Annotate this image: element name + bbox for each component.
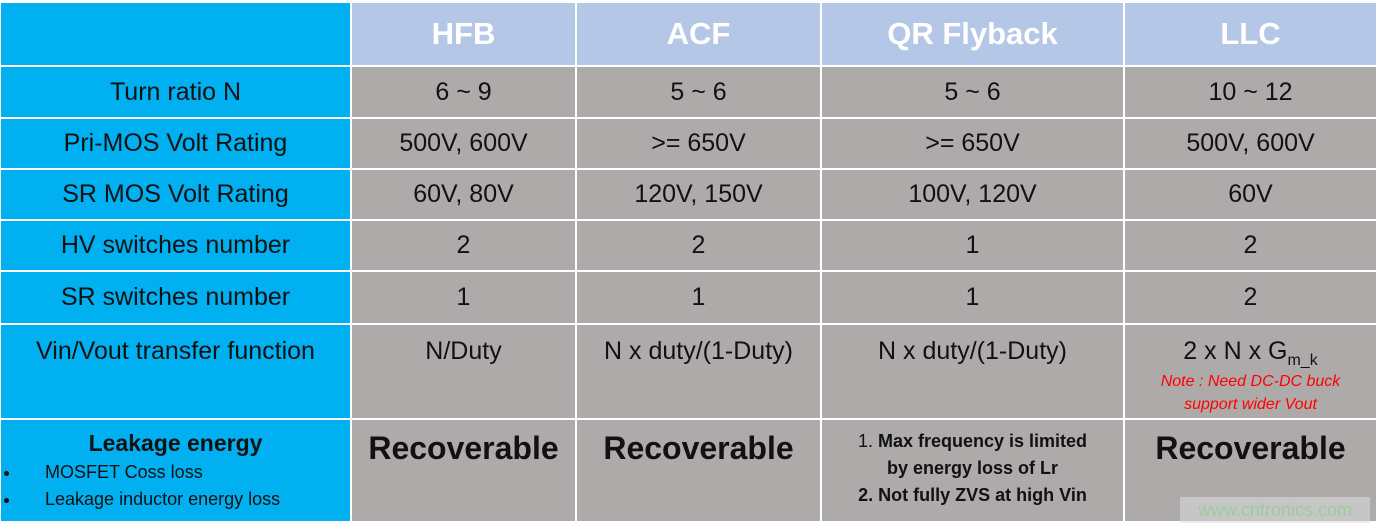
cell: 1 (577, 272, 820, 323)
cell: 120V, 150V (577, 170, 820, 219)
header-corner (1, 3, 350, 65)
qr-item: by energy loss of Lr (887, 455, 1058, 482)
cell: >= 650V (577, 119, 820, 168)
cell: N/Duty (352, 325, 575, 418)
cell: 1 (352, 272, 575, 323)
cell: 2 (577, 221, 820, 270)
cell: 60V, 80V (352, 170, 575, 219)
cell: 60V (1125, 170, 1376, 219)
item-text: Max frequency is limited (877, 431, 1088, 451)
row-label: Turn ratio N (1, 67, 350, 117)
comparison-table: HFB ACF QR Flyback LLC Turn ratio N 6 ~ … (1, 3, 1376, 521)
qr-item: 2. Not fully ZVS at high Vin (858, 482, 1087, 509)
row-label: Vin/Vout transfer function (1, 325, 350, 418)
row-label: Pri-MOS Volt Rating (1, 119, 350, 168)
cell: 2 (352, 221, 575, 270)
llc-note: Note : Need DC-DC buck support wider Vou… (1160, 373, 1341, 413)
cell-qr-leakage: 1. Max frequency is limited by energy lo… (822, 420, 1123, 521)
leakage-label-cell: Leakage energy MOSFET Coss loss Leakage … (1, 420, 350, 521)
row-label: SR MOS Volt Rating (1, 170, 350, 219)
cell: 500V, 600V (1125, 119, 1376, 168)
cell: 500V, 600V (352, 119, 575, 168)
header-acf: ACF (577, 3, 820, 65)
header-llc: LLC (1125, 3, 1376, 65)
formula-text: 2 x N x G (1183, 337, 1288, 365)
item-text: Not fully ZVS at high Vin (878, 485, 1087, 505)
watermark: www.cntronics.com (1180, 497, 1370, 523)
cell: Recoverable (352, 420, 575, 521)
item-text: by energy loss of Lr (886, 458, 1059, 478)
cell: 6 ~ 9 (352, 67, 575, 117)
leakage-title: Leakage energy (88, 430, 263, 456)
row-label: HV switches number (1, 221, 350, 270)
cell: 5 ~ 6 (577, 67, 820, 117)
item-number: 2. (858, 485, 874, 505)
bullet-item: Leakage inductor energy loss (21, 486, 350, 513)
cell: 2 (1125, 221, 1376, 270)
cell: N x duty/(1-Duty) (577, 325, 820, 418)
cell: 100V, 120V (822, 170, 1123, 219)
cell: 1 (822, 221, 1123, 270)
leakage-bullets: MOSFET Coss loss Leakage inductor energy… (1, 459, 350, 513)
cell: >= 650V (822, 119, 1123, 168)
header-hfb: HFB (352, 3, 575, 65)
cell-llc-transfer: 2 x N x Gm_k Note : Need DC-DC buck supp… (1125, 325, 1376, 418)
qr-item: 1. Max frequency is limited (858, 428, 1087, 455)
cell: 2 (1125, 272, 1376, 323)
cell: 5 ~ 6 (822, 67, 1123, 117)
cell: 1 (822, 272, 1123, 323)
llc-formula: 2 x N x Gm_k (1183, 337, 1317, 370)
cell: 10 ~ 12 (1125, 67, 1376, 117)
formula-subscript: m_k (1287, 352, 1318, 369)
header-qr-flyback: QR Flyback (822, 3, 1123, 65)
cell: N x duty/(1-Duty) (822, 325, 1123, 418)
item-number: 1. (857, 431, 873, 451)
row-label: SR switches number (1, 272, 350, 323)
cell: Recoverable (577, 420, 820, 521)
bullet-item: MOSFET Coss loss (21, 459, 350, 486)
